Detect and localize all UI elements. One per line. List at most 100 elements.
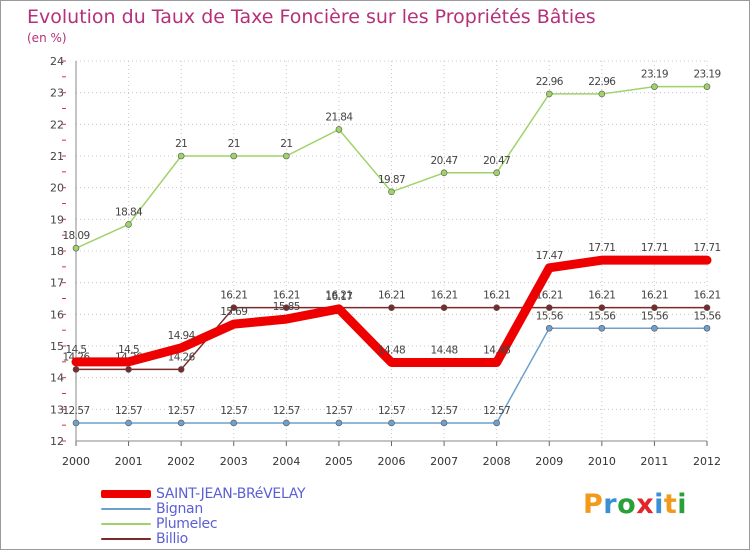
data-label: 12.57 — [115, 405, 142, 417]
legend-label-saint-jean: SAINT-JEAN-BRéVELAY — [156, 486, 306, 502]
data-label: 12.57 — [62, 405, 89, 417]
data-point — [283, 304, 290, 311]
data-label: 16.21 — [431, 290, 458, 302]
data-label: 23.19 — [693, 69, 720, 81]
data-label: 16.21 — [536, 290, 563, 302]
x-tick-label: 2011 — [640, 455, 668, 468]
data-label: 20.47 — [431, 155, 458, 167]
data-label: 15.56 — [641, 310, 669, 322]
logo-letter: i — [677, 489, 688, 520]
x-tick-label: 2006 — [378, 455, 406, 468]
legend-label-plumelec: Plumelec — [156, 516, 218, 532]
logo-letter: i — [654, 489, 664, 520]
data-label: 22.96 — [536, 76, 564, 88]
data-label: 14.26 — [168, 351, 196, 363]
data-label: 14.5 — [66, 344, 87, 356]
data-label: 12.57 — [483, 405, 510, 417]
data-point — [72, 244, 80, 252]
data-point — [177, 366, 185, 373]
data-point — [703, 324, 711, 332]
data-label: 14.48 — [378, 344, 405, 356]
data-point — [492, 358, 501, 367]
data-point — [388, 188, 395, 196]
x-tick-label: 2004 — [272, 455, 300, 468]
data-label: 21 — [280, 138, 292, 150]
data-point — [283, 419, 290, 427]
logo-letter: t — [663, 489, 678, 520]
data-label: 15.85 — [273, 301, 300, 313]
y-tick-label: 14 — [50, 372, 64, 385]
series-saint-jean-br-velay: 14.5 14.5 14.94 15.69 15.85 16.17 14.48 14.48 14… — [66, 242, 721, 367]
data-point — [493, 169, 500, 177]
data-point — [703, 256, 711, 265]
y-tick-label: 17 — [50, 277, 64, 290]
legend-swatch-billio — [101, 538, 151, 540]
data-label: 21.84 — [325, 111, 353, 123]
data-label: 16.21 — [693, 290, 720, 302]
data-point — [651, 83, 658, 90]
data-label: 21 — [228, 138, 240, 150]
y-tick-label: 19 — [50, 213, 64, 226]
data-point — [230, 152, 238, 160]
data-point — [598, 304, 606, 311]
data-point — [440, 169, 448, 177]
x-tick-label: 2010 — [588, 455, 616, 468]
x-tick-label: 2008 — [483, 455, 511, 468]
series-plumelec: 18.09 18.84 21 21 21 21.84 19.87 20.47 20.47 22.9… — [62, 69, 721, 252]
data-label: 15.56 — [588, 310, 616, 322]
data-point — [545, 90, 553, 98]
data-label: 12.57 — [431, 405, 458, 417]
data-point — [388, 304, 395, 311]
data-point — [440, 358, 449, 367]
y-tick-label: 12 — [50, 435, 64, 448]
data-point — [230, 419, 238, 427]
x-tick-label: 2001 — [115, 455, 143, 468]
data-point — [545, 304, 553, 311]
series-line — [75, 85, 708, 249]
data-point — [177, 343, 186, 352]
data-label: 16.21 — [588, 290, 615, 302]
x-tick-label: 2009 — [535, 455, 563, 468]
data-label: 15.56 — [693, 310, 721, 322]
x-tick-label: 2002 — [167, 455, 195, 468]
logo-letter: P — [583, 489, 604, 520]
legend-swatch-bignan — [101, 508, 151, 510]
data-point — [229, 320, 238, 329]
data-point — [124, 357, 133, 366]
data-point — [125, 221, 132, 228]
data-label: 16.21 — [220, 290, 247, 302]
data-point — [440, 419, 448, 427]
proxiti-logo: Proxiti — [583, 489, 687, 520]
data-point — [388, 419, 395, 427]
data-point — [651, 304, 658, 311]
data-label: 14.94 — [168, 330, 196, 342]
y-axis-unit-label: (en %) — [27, 31, 67, 45]
data-label: 18.09 — [62, 230, 89, 242]
data-label: 14.48 — [431, 344, 458, 356]
data-label: 17.71 — [588, 242, 615, 254]
data-point — [72, 419, 80, 427]
data-point — [598, 90, 606, 98]
data-point — [493, 304, 500, 311]
data-point — [650, 256, 659, 265]
data-label: 16.21 — [483, 290, 510, 302]
data-point — [545, 324, 553, 332]
data-label: 14.5 — [118, 344, 139, 356]
data-point — [334, 304, 343, 313]
data-label: 17.71 — [641, 242, 668, 254]
data-point — [493, 419, 500, 427]
series-bignan: 12.57 12.57 12.57 12.57 12.57 12.57 12.57 12.57… — [62, 310, 722, 427]
data-point — [703, 304, 711, 311]
data-point — [72, 357, 80, 366]
data-point — [598, 324, 606, 332]
logo-letter: r — [603, 489, 618, 520]
y-tick-label: 23 — [50, 87, 64, 100]
y-tick-label: 20 — [50, 182, 64, 195]
data-point — [177, 419, 185, 427]
x-tick-label: 2003 — [220, 455, 248, 468]
y-tick-label: 16 — [50, 308, 64, 321]
y-tick-label: 15 — [50, 340, 64, 353]
data-label: 15.69 — [220, 306, 247, 318]
legend-label-billio: Billio — [156, 531, 188, 547]
